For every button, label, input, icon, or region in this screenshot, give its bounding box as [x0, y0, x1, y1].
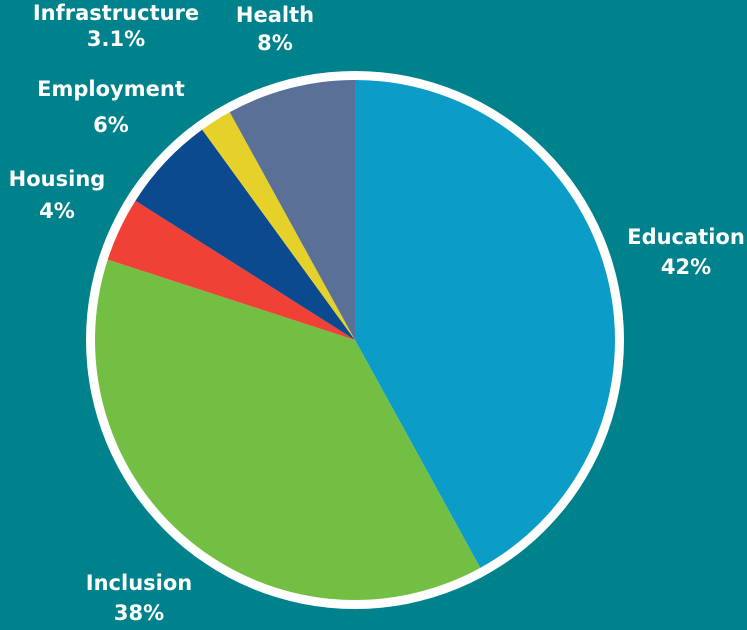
slice-label-name: Employment — [37, 77, 185, 101]
slice-label-name: Education — [627, 225, 745, 249]
slice-label-name: Inclusion — [86, 571, 192, 595]
slice-label-value: 38% — [114, 601, 164, 625]
slice-label-value: 42% — [661, 255, 711, 279]
pie-slice-employment — [135, 129, 355, 340]
pie-slice-inclusion — [95, 259, 481, 600]
slice-label-value: 3.1% — [87, 27, 145, 51]
pie-slice-housing — [107, 200, 355, 340]
pie-slices — [95, 79, 616, 600]
slice-label-name: Housing — [9, 167, 106, 191]
slice-label-value: 6% — [93, 113, 129, 137]
slice-label-name: Health — [236, 3, 314, 27]
slice-label-value: 8% — [257, 31, 293, 55]
pie-slice-health — [229, 79, 355, 340]
slice-label-value: 4% — [39, 199, 75, 223]
pie-slice-education — [355, 79, 616, 568]
slice-labels: Education 42% Inclusion 38% Housing 4% Employm… — [9, 1, 745, 625]
slice-label-name: Infrastructure — [33, 1, 199, 25]
pie-slice-infrastructure — [202, 112, 355, 340]
